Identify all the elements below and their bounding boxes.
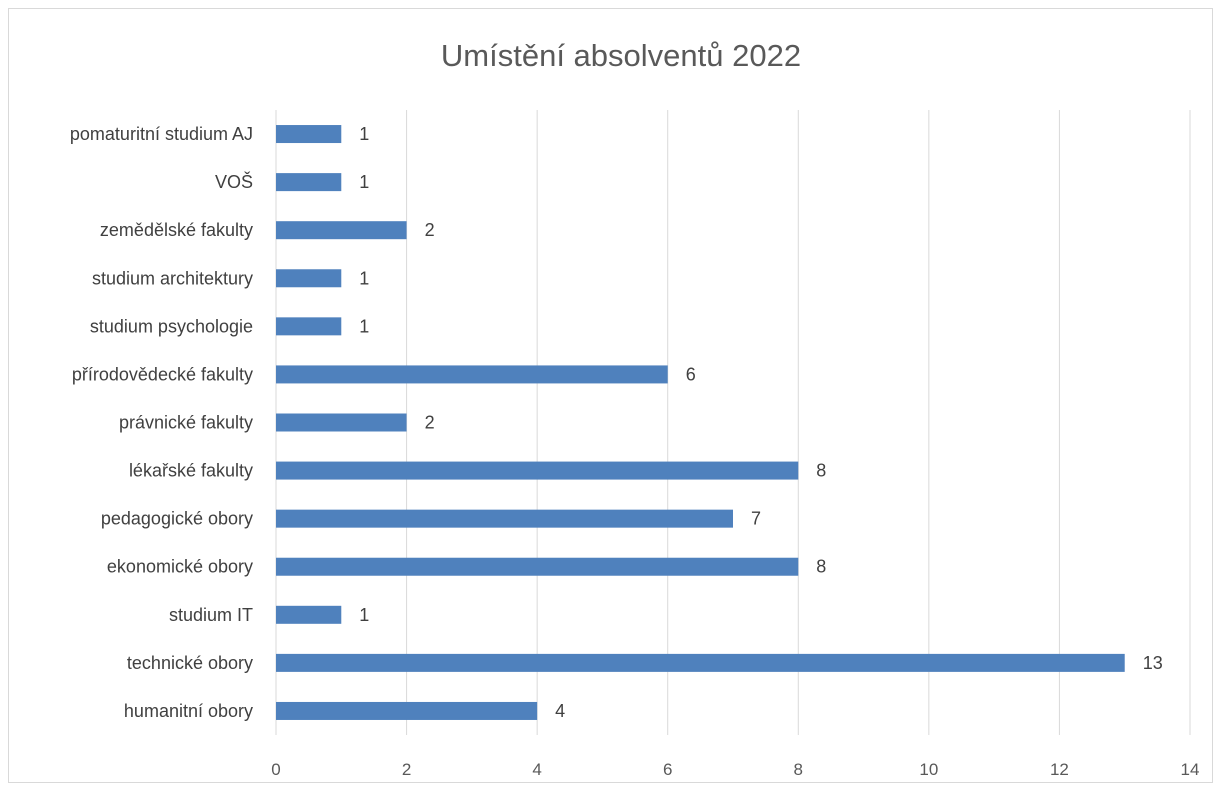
bar [276,701,538,720]
data-label: 7 [751,509,761,529]
category-label: studium IT [169,605,253,625]
chart-frame [8,8,1213,783]
bar [276,557,799,576]
category-label: přírodovědecké fakulty [72,364,253,384]
x-tick-label: 10 [919,760,938,779]
data-label: 2 [425,413,435,433]
bar [276,461,799,480]
data-labels: 4 13 1 8 7 8 2 6 1 1 2 1 1 [359,124,1162,721]
data-label: 4 [555,701,565,721]
category-label: VOŠ [215,171,253,192]
chart-title: Umístění absolventů 2022 [441,38,801,73]
data-label: 1 [359,605,369,625]
category-label: technické obory [127,653,253,673]
x-tick-label: 12 [1050,760,1069,779]
bar [276,173,342,192]
data-label: 8 [816,461,826,481]
bar [276,605,342,624]
data-label: 1 [359,172,369,192]
category-label: humanitní obory [124,701,253,721]
category-label: studium architektury [92,268,253,288]
category-labels: humanitní obory technické obory studium IT… [70,124,253,721]
bars [276,125,1125,720]
x-tick-label: 2 [402,760,411,779]
data-label: 13 [1143,653,1163,673]
data-label: 1 [359,124,369,144]
gridlines [275,110,1191,735]
data-label: 6 [686,364,696,384]
category-label: studium psychologie [90,316,253,336]
category-label: právnické fakulty [119,413,253,433]
data-label: 2 [425,220,435,240]
bar [276,125,342,144]
bar [276,509,733,528]
x-axis-tick-labels: 0 2 4 6 8 10 12 14 [271,760,1199,779]
data-label: 1 [359,268,369,288]
x-tick-label: 4 [532,760,541,779]
data-label: 8 [816,557,826,577]
bar [276,317,342,336]
category-label: lékařské fakulty [129,461,253,481]
bar [276,653,1125,672]
category-label: ekonomické obory [107,557,253,577]
x-tick-label: 6 [663,760,672,779]
bar [276,221,407,240]
category-label: pedagogické obory [101,509,253,529]
x-tick-label: 14 [1181,760,1200,779]
bar [276,413,407,432]
category-label: zemědělské fakulty [100,220,253,240]
x-tick-label: 8 [794,760,803,779]
bar [276,365,668,384]
data-label: 1 [359,316,369,336]
bar [276,269,342,288]
category-label: pomaturitní studium AJ [70,124,253,144]
x-tick-label: 0 [271,760,280,779]
